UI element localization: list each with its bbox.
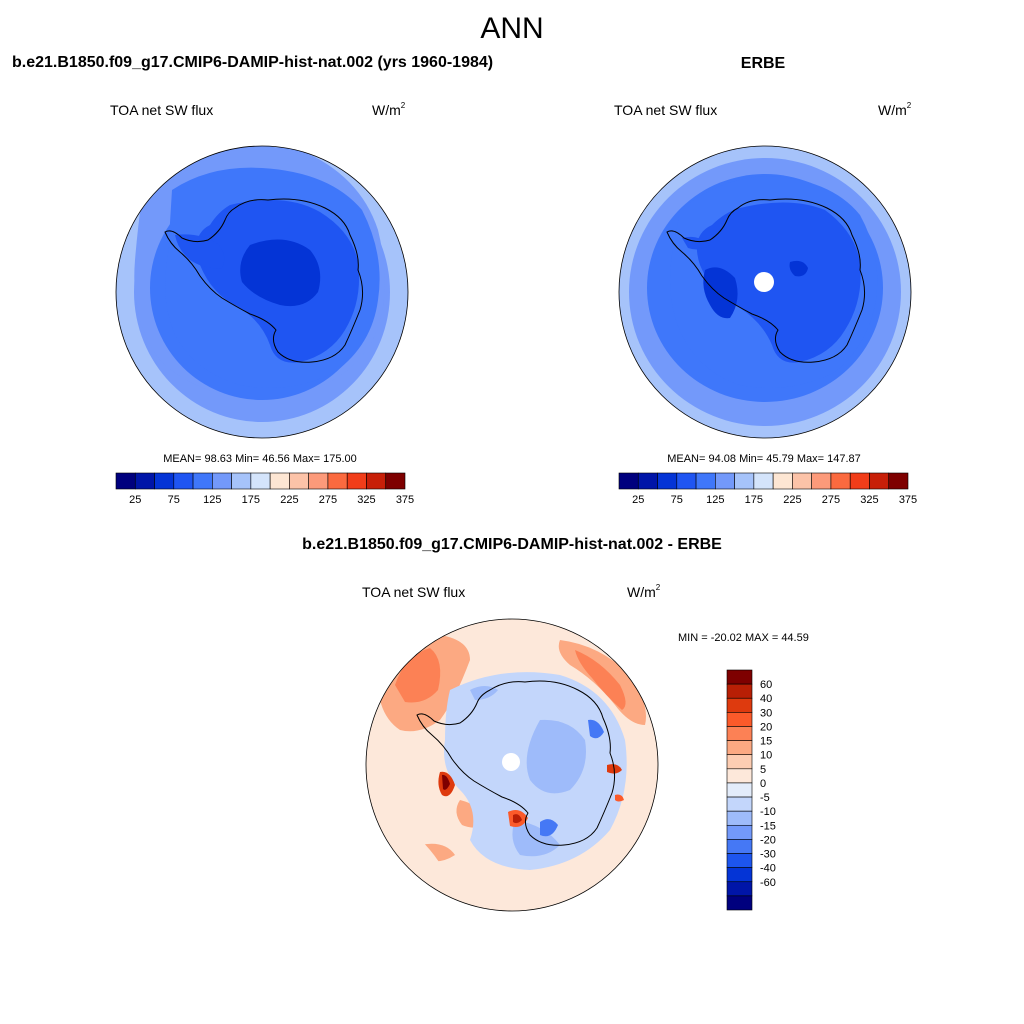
panel2-stats: MEAN= 94.08 Min= 45.79 Max= 147.87	[667, 453, 861, 465]
panel1-colorbar-tick-label: 25	[129, 494, 141, 506]
main-title: ANN	[480, 12, 544, 45]
panel3-colorbar-swatch	[726, 895, 753, 911]
panel3-colorbar-swatch	[726, 683, 753, 699]
panel1-colorbar-swatch	[115, 472, 136, 490]
panel2-colorbar-swatch	[772, 472, 793, 490]
panel2-colorbar-swatch	[869, 472, 890, 490]
panel2-colorbar-tick-label: 275	[822, 494, 840, 506]
panel2-colorbar-swatch	[715, 472, 735, 490]
panel2-colorbar-tick-label: 325	[860, 494, 878, 506]
panel2-colorbar-swatch	[888, 472, 909, 490]
panel1-map	[115, 145, 409, 439]
panel3-colorbar-swatch	[726, 726, 753, 741]
panel3-stats: MIN = -20.02 MAX = 44.59	[678, 632, 809, 644]
panel3-colorbar-tick-label: -40	[760, 863, 776, 875]
panel1-colorbar-tick-label: 125	[203, 494, 221, 506]
panel3-colorbar-swatch	[726, 853, 753, 868]
panel3-colorbar: 60 40 30 20 15 10 5 0 -5 -10 -15 -20 -30 -40 -60	[726, 669, 776, 911]
panel1-colorbar-tick-label: 225	[280, 494, 298, 506]
panel2-colorbar-swatch	[695, 472, 716, 490]
panel1-units: W/m2	[372, 101, 406, 118]
panel1-title: b.e21.B1850.f09_g17.CMIP6-DAMIP-hist-nat…	[12, 54, 494, 71]
panel2-colorbar-tick-label: 75	[671, 494, 683, 506]
panel2-colorbar-swatch	[657, 472, 678, 490]
panel1-colorbar-swatch	[134, 472, 155, 490]
panel2-colorbar-swatch	[830, 472, 851, 490]
panel2-variable-label: TOA net SW flux	[614, 102, 718, 118]
panel3-colorbar-swatch	[726, 839, 753, 854]
panel2-colorbar-tick-label: 125	[706, 494, 724, 506]
panel1-colorbar-swatch	[327, 472, 348, 490]
panel3-colorbar-tick-label: -15	[760, 820, 776, 832]
panel1-colorbar-swatch	[346, 472, 367, 490]
panel2-title: ERBE	[740, 55, 786, 72]
panel1-colorbar-swatch	[385, 472, 406, 490]
panel1-colorbar-swatch	[173, 472, 194, 490]
panel1-colorbar-swatch	[308, 472, 329, 490]
panel3-colorbar-swatch	[726, 796, 753, 812]
panel1-colorbar-swatch	[231, 472, 252, 490]
panel3-colorbar-tick-label: 40	[760, 693, 772, 705]
panel1-colorbar-swatch	[192, 472, 213, 490]
panel3-colorbar-swatch	[726, 810, 753, 826]
panel1-colorbar-tick-label: 325	[357, 494, 375, 506]
panel1-colorbar-swatch	[212, 472, 232, 490]
panel3-colorbar-swatch	[726, 669, 753, 685]
panel2-colorbar-swatch	[618, 472, 639, 490]
panel3-colorbar-tick-label: 30	[760, 707, 772, 719]
panel3-map	[365, 618, 659, 912]
panel1-variable-label: TOA net SW flux	[110, 102, 214, 118]
panel1-colorbar-tick-label: 175	[242, 494, 260, 506]
panel3-colorbar-tick-label: -10	[760, 806, 776, 818]
panel2-colorbar-swatch	[676, 472, 697, 490]
panel1-colorbar-tick-label: 375	[396, 494, 414, 506]
panel3-colorbar-swatch	[726, 782, 753, 798]
panel1-colorbar-swatch	[154, 472, 175, 490]
panel3-variable-label: TOA net SW flux	[362, 584, 466, 600]
panel2-colorbar: 25 75 125 175 225 275 325 375	[618, 472, 917, 506]
panel2-colorbar-tick-label: 225	[783, 494, 801, 506]
panel3-colorbar-swatch	[726, 697, 753, 713]
panel1-colorbar-tick-label: 75	[168, 494, 180, 506]
panel3-colorbar-tick-label: -30	[760, 849, 776, 861]
panel2-colorbar-swatch	[849, 472, 870, 490]
panel3-colorbar-tick-label: 20	[760, 721, 772, 733]
panel3-colorbar-tick-label: 0	[760, 778, 766, 790]
panel1-stats: MEAN= 98.63 Min= 46.56 Max= 175.00	[163, 453, 357, 465]
panel3-colorbar-tick-label: -5	[760, 792, 770, 804]
panel3-colorbar-swatch	[726, 754, 753, 770]
panel1-colorbar-swatch	[289, 472, 309, 490]
panel3-colorbar-swatch	[726, 768, 753, 784]
panel2-map	[618, 145, 912, 439]
panel2-colorbar-swatch	[734, 472, 755, 490]
panel3-units: W/m2	[627, 583, 661, 600]
panel3-colorbar-swatch	[726, 824, 753, 840]
panel3-colorbar-swatch	[726, 867, 753, 883]
panel3-colorbar-tick-label: 60	[760, 679, 772, 691]
panel1-colorbar-swatch	[366, 472, 387, 490]
panel2-units: W/m2	[878, 101, 912, 118]
panel1-colorbar-swatch	[250, 472, 271, 490]
panel2-colorbar-tick-label: 375	[899, 494, 917, 506]
panel3-colorbar-swatch	[726, 712, 753, 727]
panel1-colorbar: 25 75 125 175 225 275 325 375	[115, 472, 414, 506]
panel2-colorbar-swatch	[753, 472, 774, 490]
panel3-colorbar-swatch	[726, 881, 753, 897]
panel3-colorbar-tick-label: -20	[760, 834, 776, 846]
panel1-colorbar-tick-label: 275	[319, 494, 337, 506]
panel2-colorbar-swatch	[792, 472, 812, 490]
panel2-colorbar-swatch	[811, 472, 832, 490]
panel2-colorbar-swatch	[637, 472, 658, 490]
panel1-colorbar-swatch	[269, 472, 290, 490]
panel3-colorbar-tick-label: 15	[760, 736, 772, 748]
panel2-colorbar-tick-label: 175	[745, 494, 763, 506]
panel3-colorbar-tick-label: 5	[760, 764, 766, 776]
panel3-colorbar-tick-label: -60	[760, 877, 776, 889]
panel3-title: b.e21.B1850.f09_g17.CMIP6-DAMIP-hist-nat…	[302, 536, 722, 553]
panel2-colorbar-tick-label: 25	[632, 494, 644, 506]
panel3-colorbar-swatch	[726, 740, 753, 756]
panel3-colorbar-tick-label: 10	[760, 750, 772, 762]
